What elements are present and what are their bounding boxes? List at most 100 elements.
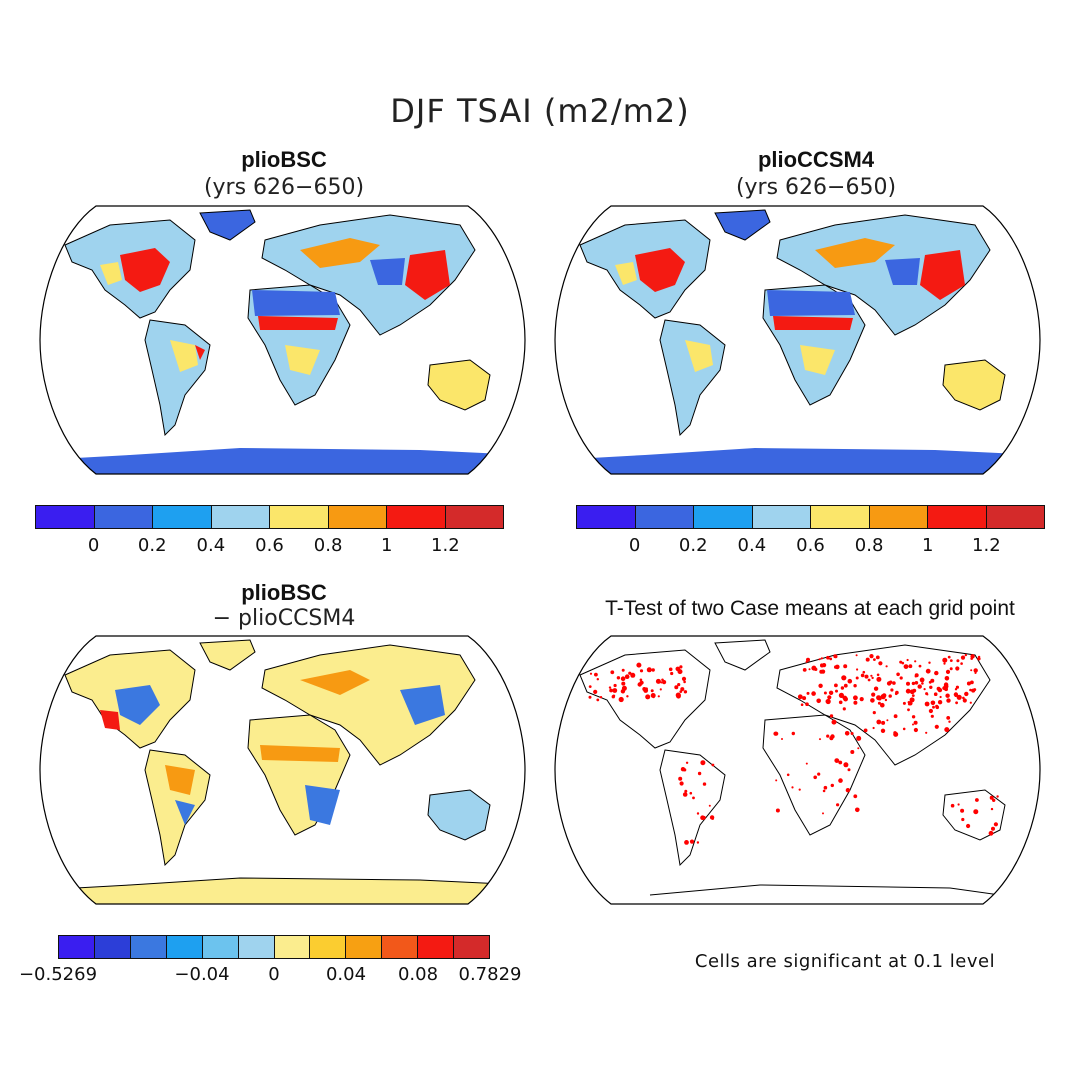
significance-dot bbox=[679, 690, 683, 693]
colorbar-abs-left-swatch bbox=[211, 506, 270, 528]
significance-dot bbox=[847, 678, 853, 684]
significance-dot bbox=[970, 680, 974, 685]
significance-dot bbox=[930, 714, 934, 718]
significance-dot bbox=[588, 695, 592, 699]
significance-dot bbox=[884, 698, 888, 702]
significance-dot bbox=[791, 786, 794, 789]
figure-title: DJF TSAI (m2/m2) bbox=[390, 92, 690, 130]
significance-dot bbox=[836, 803, 840, 807]
significance-dot bbox=[820, 657, 824, 660]
significance-dot bbox=[955, 701, 958, 705]
colorbar-abs-left-ticks: 0 0.2 0.4 0.6 0.8 1 1.2 bbox=[35, 535, 504, 557]
significance-dot bbox=[829, 714, 834, 718]
significance-dot bbox=[878, 661, 883, 666]
significance-dot bbox=[873, 686, 879, 691]
significance-dot bbox=[917, 684, 922, 689]
significance-dot bbox=[988, 830, 994, 836]
significance-dot bbox=[857, 747, 860, 750]
significance-dot bbox=[901, 661, 905, 665]
significance-dot bbox=[847, 768, 851, 772]
significance-dot bbox=[845, 788, 851, 793]
colorbar-diff-tick-label: −0.04 bbox=[174, 964, 230, 985]
significance-dot bbox=[831, 719, 837, 725]
significance-dot bbox=[930, 678, 935, 683]
significance-dot bbox=[973, 688, 977, 692]
significance-dot bbox=[798, 788, 801, 791]
significance-dot bbox=[685, 761, 689, 764]
significance-dot bbox=[945, 669, 951, 675]
significance-dot bbox=[813, 775, 817, 780]
significance-dot bbox=[612, 694, 616, 698]
significance-dot bbox=[862, 670, 866, 674]
significance-dot bbox=[838, 760, 843, 765]
colorbar-diff-tick-label: 0.04 bbox=[325, 964, 367, 985]
colorbar-diff-swatch bbox=[418, 936, 455, 958]
significance-dot bbox=[881, 720, 886, 725]
panel-tl-subtitle: (yrs 626−650) bbox=[203, 175, 365, 200]
significance-dot bbox=[928, 661, 931, 664]
significance-dot bbox=[645, 687, 648, 691]
significance-dot bbox=[989, 795, 994, 800]
significance-dot bbox=[855, 676, 859, 680]
significance-dot bbox=[689, 839, 695, 844]
significance-dot bbox=[818, 658, 821, 661]
significance-dot bbox=[610, 670, 615, 675]
colorbar-abs-right-tick-label: 0.8 bbox=[854, 535, 884, 556]
significance-dot bbox=[808, 668, 811, 671]
significance-dot bbox=[843, 762, 849, 768]
significance-dot bbox=[681, 676, 687, 682]
panel-br-title: T-Test of two Case means at each grid po… bbox=[605, 597, 1015, 620]
significance-dot bbox=[630, 672, 636, 678]
significance-dot bbox=[624, 674, 630, 679]
significance-dot bbox=[921, 682, 924, 685]
colorbar-abs-left-swatch bbox=[445, 506, 503, 528]
significance-dot bbox=[684, 789, 688, 793]
significance-dot bbox=[880, 728, 886, 733]
significance-dot bbox=[660, 681, 663, 684]
significance-dot bbox=[834, 665, 838, 669]
significance-dot bbox=[680, 767, 686, 772]
significance-dot bbox=[819, 669, 824, 674]
significance-dot bbox=[594, 672, 598, 677]
colorbar-abs-left-swatch bbox=[36, 506, 95, 528]
significance-dot bbox=[923, 688, 926, 691]
significance-dot bbox=[947, 655, 951, 659]
significance-dot bbox=[806, 691, 810, 695]
panel-tr-subtitle: (yrs 626−650) bbox=[735, 175, 897, 200]
significance-dot bbox=[946, 716, 951, 720]
significance-dot bbox=[823, 785, 828, 790]
significance-dot bbox=[960, 808, 965, 813]
colorbar-abs-left-swatch bbox=[153, 506, 212, 528]
significance-dot bbox=[608, 686, 612, 689]
significance-dot bbox=[908, 702, 911, 706]
significance-dot bbox=[677, 683, 681, 687]
significance-dot bbox=[662, 680, 667, 685]
significance-dot bbox=[613, 683, 617, 688]
significance-dot bbox=[893, 714, 898, 719]
significance-dot bbox=[589, 672, 593, 675]
significance-dot bbox=[867, 678, 871, 682]
significance-dot bbox=[853, 794, 858, 799]
significance-dot bbox=[646, 667, 652, 673]
significance-dot bbox=[954, 688, 958, 691]
significance-dot bbox=[855, 654, 858, 657]
significance-dot bbox=[877, 696, 882, 701]
colorbar-abs-right-tick-label: 0.2 bbox=[678, 535, 708, 556]
significance-dot bbox=[636, 662, 642, 668]
significance-dot bbox=[964, 691, 969, 697]
significance-dot bbox=[683, 690, 688, 694]
significance-dot bbox=[689, 791, 693, 795]
colorbar-diff-swatch bbox=[59, 936, 95, 958]
significance-dot bbox=[911, 691, 914, 694]
significance-dot bbox=[899, 676, 903, 680]
significance-dot bbox=[818, 683, 823, 688]
significance-dot bbox=[970, 657, 973, 660]
significance-dot bbox=[811, 691, 816, 696]
colorbar-abs-left-swatch bbox=[387, 506, 446, 528]
significance-dot bbox=[935, 705, 940, 710]
colorbar-abs-left-tick-label: 1.2 bbox=[431, 535, 460, 556]
significance-dot bbox=[934, 724, 939, 729]
significance-dot bbox=[822, 789, 826, 793]
significance-dot bbox=[859, 697, 864, 702]
significance-dot bbox=[949, 659, 953, 662]
